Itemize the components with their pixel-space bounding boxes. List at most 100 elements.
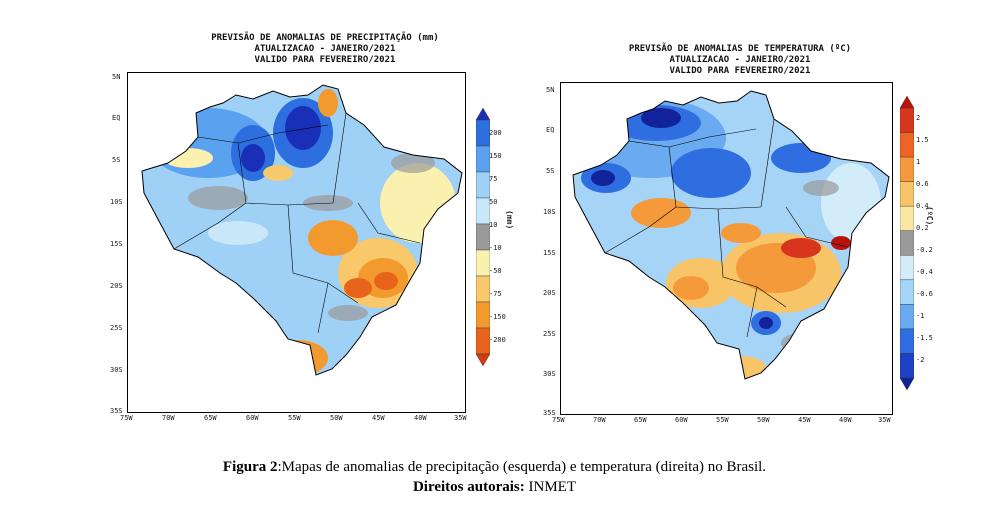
temp-lon-label: 35W bbox=[878, 416, 891, 424]
precipitation-map-panel: PREVISÃO DE ANOMALIAS DE PRECIPITAÇÃO (m… bbox=[100, 0, 514, 440]
temp-lon-label: 60W bbox=[675, 416, 688, 424]
colorbar-segment bbox=[476, 145, 490, 173]
precip-lat-label: 30S bbox=[110, 366, 123, 374]
temp-lon-label: 50W bbox=[757, 416, 770, 424]
copyright-holder: INMET bbox=[524, 479, 577, 495]
temp-lat-label: 35S bbox=[543, 409, 556, 417]
temp-lat-label: 30S bbox=[543, 370, 556, 378]
precip-lat-label: 25S bbox=[110, 324, 123, 332]
precip-lon-label: 75W bbox=[120, 414, 133, 422]
precip-lon-label: 45W bbox=[372, 414, 385, 422]
precip-lon-label: 40W bbox=[414, 414, 427, 422]
precip-lon-label: 70W bbox=[162, 414, 175, 422]
precip-colorbar-label: -10 bbox=[489, 244, 502, 252]
precip-lat-label: 15S bbox=[110, 240, 123, 248]
precip-colorbar-label: 150 bbox=[489, 152, 502, 160]
temp-colorbar-label: 0.4 bbox=[916, 202, 929, 210]
precip-lon-label: 50W bbox=[330, 414, 343, 422]
temp-colorbar-label: 0.2 bbox=[916, 224, 929, 232]
temp-lat-label: 10S bbox=[543, 208, 556, 216]
colorbar-segment bbox=[900, 181, 914, 207]
precip-unit-label: (mm) bbox=[505, 210, 514, 230]
colorbar-segment bbox=[476, 353, 490, 366]
temp-colorbar-label: -0.4 bbox=[916, 268, 933, 276]
temp-lat-label: 25S bbox=[543, 330, 556, 338]
caption-figure-label: Figura 2 bbox=[222, 459, 278, 475]
temp-lon-label: 55W bbox=[716, 416, 729, 424]
colorbar-segment bbox=[476, 275, 490, 303]
precip-map-image bbox=[141, 84, 463, 376]
temp-lat-label: 15S bbox=[543, 249, 556, 257]
colorbar-segment bbox=[900, 156, 914, 182]
precip-title-line-2: ATUALIZACAO - JANEIRO/2021 bbox=[254, 44, 396, 54]
temp-colorbar-label: -1 bbox=[916, 312, 925, 320]
precip-lon-label: 65W bbox=[204, 414, 217, 422]
temp-map-image bbox=[572, 90, 890, 380]
temp-lat-label: 5N bbox=[546, 86, 555, 94]
temp-colorbar-label: 1.5 bbox=[916, 136, 929, 144]
figure-caption: Figura 2:Mapas de anomalias de precipita… bbox=[0, 458, 989, 477]
precip-lat-label: EQ bbox=[112, 114, 121, 122]
temp-colorbar-label: -0.2 bbox=[916, 246, 933, 254]
temp-lat-label: EQ bbox=[546, 126, 555, 134]
copyright-label: Direitos autorais: bbox=[412, 479, 525, 495]
colorbar-segment bbox=[900, 107, 914, 133]
precip-lat-label: 35S bbox=[110, 407, 123, 415]
temp-colorbar-label: -1.5 bbox=[916, 334, 933, 342]
colorbar-segment bbox=[900, 377, 914, 390]
precip-colorbar-label: 200 bbox=[489, 129, 502, 137]
precip-colorbar-label: -75 bbox=[489, 290, 502, 298]
colorbar-segment bbox=[900, 132, 914, 158]
colorbar-segment bbox=[476, 249, 490, 277]
precip-colorbar-label: 75 bbox=[489, 175, 498, 183]
temp-title-line-2: ATUALIZACAO - JANEIRO/2021 bbox=[669, 55, 811, 65]
colorbar-segment bbox=[476, 119, 490, 147]
precip-colorbar-label: 50 bbox=[489, 198, 498, 206]
temp-colorbar bbox=[900, 96, 914, 390]
colorbar-segment bbox=[900, 205, 914, 231]
precip-lon-label: 55W bbox=[288, 414, 301, 422]
precip-lat-label: 5N bbox=[112, 73, 121, 81]
colorbar-segment bbox=[476, 108, 490, 121]
temp-lon-label: 70W bbox=[593, 416, 606, 424]
temp-lon-label: 45W bbox=[798, 416, 811, 424]
precip-lon-label: 35W bbox=[454, 414, 467, 422]
temp-map-frame bbox=[560, 82, 893, 415]
colorbar-segment bbox=[476, 223, 490, 251]
copyright-line: Direitos autorais: INMET bbox=[0, 478, 989, 497]
colorbar-segment bbox=[900, 230, 914, 256]
colorbar-segment bbox=[476, 301, 490, 329]
temp-colorbar-label: -0.6 bbox=[916, 290, 933, 298]
colorbar-segment bbox=[900, 255, 914, 281]
precip-colorbar bbox=[476, 108, 490, 366]
precip-lon-label: 60W bbox=[246, 414, 259, 422]
precip-lat-label: 20S bbox=[110, 282, 123, 290]
colorbar-segment bbox=[900, 304, 914, 330]
temp-colorbar-label: 0.6 bbox=[916, 180, 929, 188]
precip-colorbar-label: -150 bbox=[489, 313, 506, 321]
colorbar-segment bbox=[900, 96, 914, 109]
precip-colorbar-label: -50 bbox=[489, 267, 502, 275]
colorbar-segment bbox=[476, 171, 490, 199]
temp-title-line-3: VALIDO PARA FEVEREIRO/2021 bbox=[669, 66, 811, 76]
temp-title-line-1: PREVISÃO DE ANOMALIAS DE TEMPERATURA (ºC… bbox=[628, 44, 852, 54]
temp-colorbar-label: -2 bbox=[916, 356, 925, 364]
precip-title-line-1: PREVISÃO DE ANOMALIAS DE PRECIPITAÇÃO (m… bbox=[211, 33, 439, 43]
temp-lon-label: 40W bbox=[839, 416, 852, 424]
precip-map-frame bbox=[127, 72, 466, 413]
colorbar-segment bbox=[900, 328, 914, 354]
precip-lat-label: 10S bbox=[110, 198, 123, 206]
colorbar-segment bbox=[476, 327, 490, 355]
precip-colorbar-label: -200 bbox=[489, 336, 506, 344]
colorbar-segment bbox=[900, 353, 914, 379]
temp-lon-label: 75W bbox=[552, 416, 565, 424]
temp-colorbar-label: 2 bbox=[916, 114, 921, 122]
temperature-map-panel: PREVISÃO DE ANOMALIAS DE TEMPERATURA (ºC… bbox=[530, 0, 950, 440]
caption-figure-text: :Mapas de anomalias de precipitação (esq… bbox=[277, 459, 767, 475]
temp-colorbar-label: 1 bbox=[916, 158, 921, 166]
precip-title-line-3: VALIDO PARA FEVEREIRO/2021 bbox=[254, 55, 396, 65]
temp-unit-label: (ºC) bbox=[925, 206, 934, 226]
precip-colorbar-label: 10 bbox=[489, 221, 498, 229]
temp-lat-label: 20S bbox=[543, 289, 556, 297]
colorbar-segment bbox=[476, 197, 490, 225]
